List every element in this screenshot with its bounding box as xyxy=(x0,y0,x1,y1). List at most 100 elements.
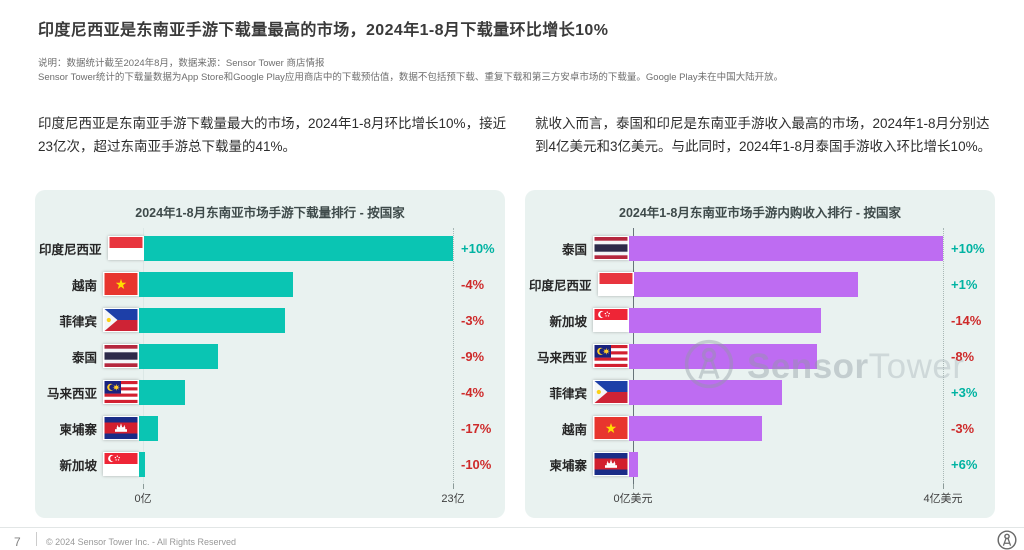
bar-track xyxy=(629,307,943,333)
flag-malaysia-icon xyxy=(593,344,629,368)
flag-vietnam-icon xyxy=(103,272,139,296)
chart-panel-downloads: 2024年1-8月东南亚市场手游下载量排行 - 按国家 印度尼西亚 +10% 越南 -… xyxy=(35,190,505,518)
country-label: 马来西亚 xyxy=(536,350,587,365)
change-label: -4% xyxy=(461,384,485,400)
country-label: 菲律宾 xyxy=(549,386,587,401)
change-label: +1% xyxy=(951,276,978,292)
chart-row: 柬埔寨 +6% xyxy=(525,446,995,482)
bar-track xyxy=(139,343,453,369)
axis-max-gridline xyxy=(453,228,454,484)
change-label: +10% xyxy=(951,240,985,256)
revenue-bar xyxy=(629,235,943,261)
bar-track xyxy=(139,271,453,297)
flag-singapore-icon xyxy=(593,308,629,332)
chart-row: 马来西亚 -8% xyxy=(525,338,995,374)
chart-title: 2024年1-8月东南亚市场手游内购收入排行 - 按国家 xyxy=(619,206,901,220)
bar-track xyxy=(633,271,943,297)
download-bar xyxy=(139,451,146,477)
bar-track xyxy=(139,451,453,477)
change-label: -4% xyxy=(461,276,485,292)
revenue-bar xyxy=(633,271,858,297)
country-label: 印度尼西亚 xyxy=(39,242,102,257)
change-label: -17% xyxy=(461,420,492,436)
country-label: 柬埔寨 xyxy=(59,422,97,437)
download-bar xyxy=(139,307,286,333)
change-label: -10% xyxy=(461,456,492,472)
paragraph-revenue: 就收入而言，泰国和印尼是东南亚手游收入最高的市场，2024年1-8月分别达到4亿… xyxy=(535,116,992,154)
country-label: 越南 xyxy=(71,278,97,293)
footer-separator xyxy=(36,532,37,546)
flag-malaysia-icon xyxy=(103,380,139,404)
country-label: 菲律宾 xyxy=(59,314,97,329)
flag-indonesia-icon xyxy=(597,272,634,296)
axis-tick xyxy=(143,484,144,489)
notes-block: 说明：数据统计截至2024年8月，数据来源：Sensor Tower 商店情报 … xyxy=(38,57,998,85)
chart-row: 柬埔寨 -17% xyxy=(35,410,505,446)
bar-track xyxy=(629,235,943,261)
chart-row: 印度尼西亚 +10% xyxy=(35,230,505,266)
chart-row: 印度尼西亚 +1% xyxy=(525,266,995,302)
bar-track xyxy=(139,415,453,441)
chart-row: 新加坡 -10% xyxy=(35,446,505,482)
page-number: 7 xyxy=(14,535,21,549)
bar-track xyxy=(629,415,943,441)
chart-title: 2024年1-8月东南亚市场手游下载量排行 - 按国家 xyxy=(135,206,405,220)
paragraph-downloads: 印度尼西亚是东南亚手游下载量最大的市场，2024年1-8月环比增长10%，接近2… xyxy=(38,116,507,154)
flag-singapore-icon xyxy=(103,452,139,476)
chart-rows: 泰国 +10% 印度尼西亚 +1% 新加坡 -14% 马来西亚 -8% 菲律宾 +3% 越南 -3% 柬… xyxy=(525,230,995,482)
axis-label-max: 4亿美元 xyxy=(923,493,963,505)
chart-rows: 印度尼西亚 +10% 越南 -4% 菲律宾 -3% 泰国 -9% 马来西亚 -4% 柬埔寨 -17% 新… xyxy=(35,230,505,482)
bar-track xyxy=(139,307,453,333)
change-label: +10% xyxy=(461,240,495,256)
change-label: +3% xyxy=(951,384,978,400)
change-label: -14% xyxy=(951,312,982,328)
axis-label-max: 23亿 xyxy=(441,493,465,505)
copyright-text: © 2024 Sensor Tower Inc. - All Rights Re… xyxy=(46,537,237,547)
country-label: 马来西亚 xyxy=(46,386,97,401)
footer-divider-line xyxy=(0,527,1024,528)
flag-cambodia-icon xyxy=(593,452,629,476)
flag-vietnam-icon xyxy=(593,416,629,440)
chart-row: 新加坡 -14% xyxy=(525,302,995,338)
change-label: -3% xyxy=(951,420,975,436)
axis-tick xyxy=(943,484,944,489)
country-label: 印度尼西亚 xyxy=(529,278,592,293)
country-label: 新加坡 xyxy=(59,458,97,473)
bar-track xyxy=(629,343,943,369)
axis-tick xyxy=(453,484,454,489)
flag-indonesia-icon xyxy=(107,236,144,260)
country-label: 泰国 xyxy=(71,350,97,365)
download-bar xyxy=(139,379,186,405)
sensor-tower-logo-icon xyxy=(996,529,1018,550)
flag-cambodia-icon xyxy=(103,416,139,440)
chart-panel-revenue: 2024年1-8月东南亚市场手游内购收入排行 - 按国家 泰国 +10% 印度尼西亚… xyxy=(525,190,995,518)
chart-row: 菲律宾 -3% xyxy=(35,302,505,338)
flag-philippines-icon xyxy=(103,308,139,332)
chart-row: 泰国 -9% xyxy=(35,338,505,374)
bar-track xyxy=(629,379,943,405)
chart-row: 越南 -4% xyxy=(35,266,505,302)
axis-tick xyxy=(633,484,634,489)
axis-max-gridline xyxy=(943,228,944,484)
revenue-bar xyxy=(629,379,783,405)
chart-row: 马来西亚 -4% xyxy=(35,374,505,410)
country-label: 柬埔寨 xyxy=(549,458,587,473)
change-label: +6% xyxy=(951,456,978,472)
change-label: -8% xyxy=(951,348,975,364)
chart-row: 菲律宾 +3% xyxy=(525,374,995,410)
download-bar xyxy=(139,271,294,297)
page-title: 印度尼西亚是东南亚手游下载量最高的市场，2024年1-8月下载量环比增长10% xyxy=(38,22,609,39)
axis-label-min: 0亿 xyxy=(134,493,152,505)
country-label: 新加坡 xyxy=(549,314,587,329)
bar-track xyxy=(629,451,943,477)
download-bar xyxy=(139,343,219,369)
note-line-1: 说明：数据统计截至2024年8月，数据来源：Sensor Tower 商店情报 xyxy=(38,58,325,69)
change-label: -9% xyxy=(461,348,485,364)
revenue-bar xyxy=(629,307,822,333)
country-label: 泰国 xyxy=(561,242,587,257)
flag-philippines-icon xyxy=(593,380,629,404)
note-line-2: Sensor Tower统计的下载量数据为App Store和Google Pl… xyxy=(38,72,784,83)
revenue-bar xyxy=(629,343,818,369)
bar-track xyxy=(139,379,453,405)
